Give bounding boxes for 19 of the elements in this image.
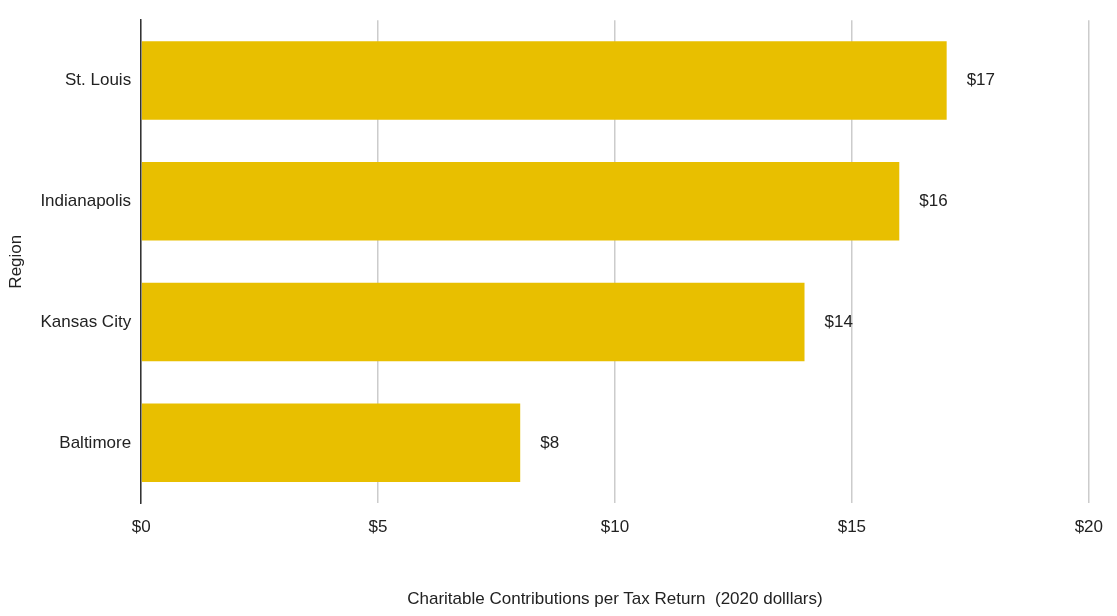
bar — [141, 282, 805, 362]
x-tick-label: $5 — [368, 517, 388, 537]
data-label: $17 — [966, 70, 996, 90]
data-label: $8 — [540, 432, 560, 452]
x-tick-label: $10 — [600, 517, 630, 537]
bar — [141, 162, 900, 241]
y-tick-label: Baltimore — [59, 432, 132, 452]
data-label: $14 — [824, 311, 853, 331]
data-label: $16 — [919, 191, 948, 211]
bar — [141, 403, 521, 483]
bar — [141, 41, 947, 120]
y-tick-label: Kansas City — [40, 311, 132, 331]
y-axis-title: Region — [5, 234, 25, 289]
x-tick-label: $15 — [837, 517, 867, 537]
y-tick-label: Indianapolis — [40, 191, 132, 211]
x-tick-label: $0 — [131, 517, 151, 537]
x-axis-title: Charitable Contributions per Tax Return (2020 dolllars) — [407, 589, 823, 609]
y-tick-label: St. Louis — [64, 70, 132, 90]
x-tick-label: $20 — [1074, 517, 1104, 537]
